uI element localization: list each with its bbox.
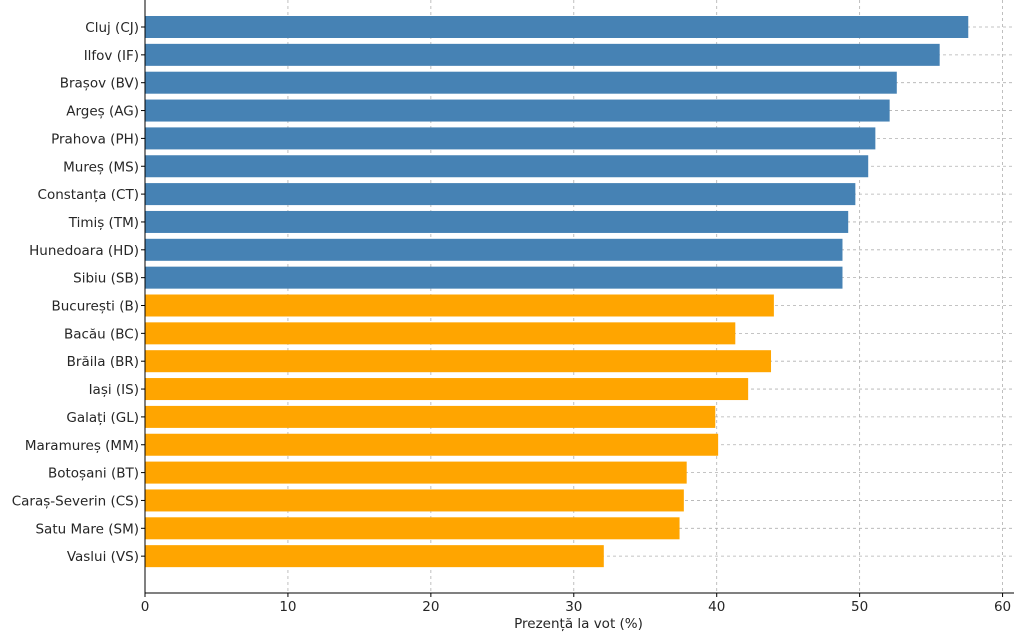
bar [145, 210, 849, 233]
bar [145, 517, 680, 540]
bar [145, 433, 719, 456]
x-tick-label: 40 [708, 599, 725, 615]
bar [145, 545, 604, 568]
category-label: Galați (GL) [66, 410, 139, 426]
category-label: Caraș-Severin (CS) [12, 493, 139, 509]
category-label: Satu Mare (SM) [35, 521, 139, 537]
bar [145, 183, 856, 206]
category-label: București (B) [51, 299, 139, 315]
x-tick-label: 30 [565, 599, 582, 615]
x-tick-label: 0 [141, 599, 150, 615]
bar [145, 238, 843, 261]
bar-layer [145, 16, 969, 568]
category-label: Bacău (BC) [64, 326, 139, 342]
bar [145, 461, 687, 484]
x-tick-label: 60 [994, 599, 1011, 615]
bar [145, 43, 940, 66]
category-label: Vaslui (VS) [67, 549, 139, 565]
category-label: Maramureș (MM) [25, 438, 139, 454]
bar [145, 294, 774, 317]
bar [145, 266, 843, 289]
bar [145, 405, 716, 428]
category-label: Iași (IS) [89, 382, 139, 398]
category-label: Ilfov (IF) [84, 48, 139, 64]
category-label: Cluj (CJ) [85, 20, 139, 36]
bar [145, 350, 772, 373]
bar [145, 16, 969, 38]
bar [145, 99, 890, 122]
category-label: Sibiu (SB) [73, 271, 139, 287]
category-label: Constanța (CT) [38, 187, 139, 203]
bar [145, 378, 749, 401]
bar [145, 155, 869, 178]
category-label: Brașov (BV) [60, 76, 139, 92]
x-tick-label: 10 [279, 599, 296, 615]
category-label: Mureș (MS) [63, 159, 139, 175]
x-tick-label: 20 [422, 599, 439, 615]
category-label: Argeș (AG) [66, 104, 139, 120]
bar [145, 71, 897, 94]
category-label: Brăila (BR) [67, 354, 139, 370]
axis-layer: 0 10 20 30 40 50 60 Cluj (CJ) Ilfov (IF) Brașov (… [12, 0, 1014, 615]
bar [145, 322, 736, 345]
category-label: Hunedoara (HD) [29, 243, 139, 259]
category-label: Prahova (PH) [51, 131, 139, 147]
category-label: Botoșani (BT) [48, 466, 139, 482]
x-tick-label: 50 [851, 599, 868, 615]
category-label: Timiș (TM) [68, 215, 139, 231]
bar [145, 127, 876, 150]
x-axis-title: Prezență la vot (%) [514, 616, 643, 632]
bar [145, 489, 684, 512]
